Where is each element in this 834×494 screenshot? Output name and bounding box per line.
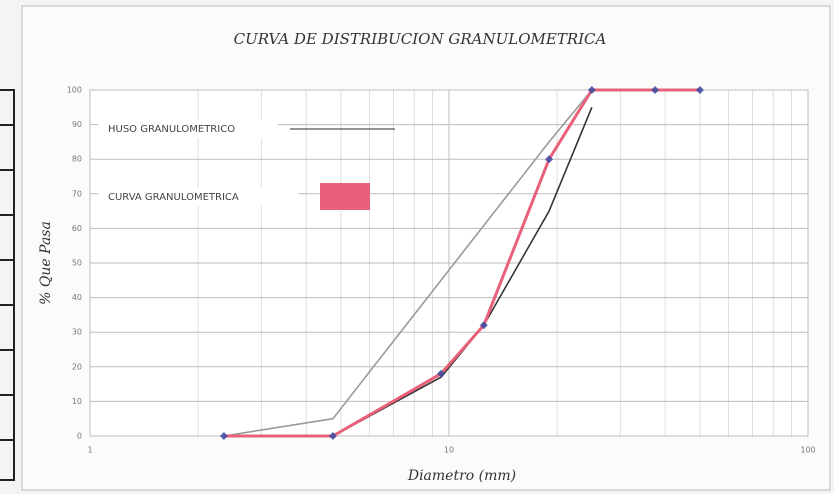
data-point xyxy=(479,321,488,330)
x-tick-label: 10 xyxy=(444,446,454,455)
legend-bg xyxy=(98,120,278,138)
data-point xyxy=(328,432,337,440)
y-axis-label: % Que Pasa xyxy=(38,221,54,305)
side-table xyxy=(0,89,15,481)
series-line xyxy=(223,88,700,438)
x-axis-label: Diametro (mm) xyxy=(407,468,516,484)
y-tick-label: 20 xyxy=(72,362,82,371)
y-tick-label: 40 xyxy=(72,293,82,302)
data-point xyxy=(545,155,554,164)
y-tick-label: 30 xyxy=(72,328,82,337)
data-point xyxy=(587,86,596,94)
data-point xyxy=(651,86,660,94)
series-line xyxy=(223,89,593,437)
legend-label: CURVA GRANULOMETRICA xyxy=(108,192,239,203)
data-point xyxy=(437,369,446,378)
data-point xyxy=(695,86,704,94)
y-tick-label: 50 xyxy=(72,259,82,268)
legend-swatch xyxy=(320,183,370,210)
x-tick-label: 1 xyxy=(87,446,92,455)
data-point xyxy=(219,432,228,440)
y-tick-label: 80 xyxy=(72,155,82,164)
x-tick-label: 100 xyxy=(800,446,815,455)
y-tick-label: 60 xyxy=(72,224,82,233)
y-tick-label: 100 xyxy=(67,86,82,95)
y-tick-label: 70 xyxy=(72,189,82,198)
y-tick-label: 90 xyxy=(72,120,82,129)
legend-label: HUSO GRANULOMETRICO xyxy=(108,124,235,135)
y-tick-label: 0 xyxy=(77,432,82,441)
chart-title: CURVA DE DISTRIBUCION GRANULOMETRICA xyxy=(234,30,607,48)
legend-bg xyxy=(98,188,298,206)
y-tick-label: 10 xyxy=(72,397,82,406)
